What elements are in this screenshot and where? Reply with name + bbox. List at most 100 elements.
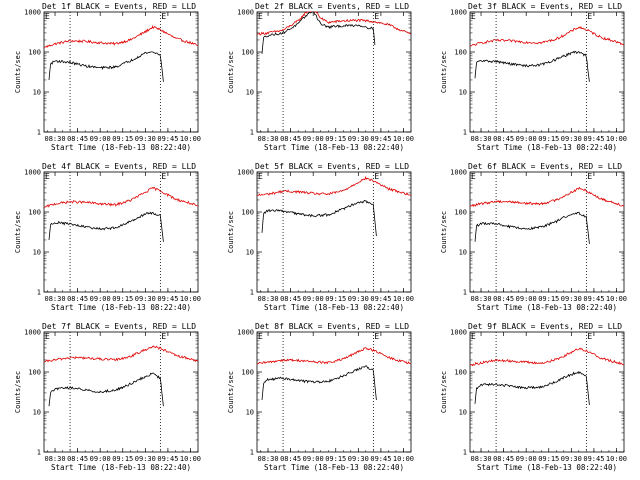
event-marker-label: E	[258, 172, 263, 181]
x-axis-label: Start Time (18-Feb-13 08:22:40)	[264, 303, 404, 312]
lightcurve-plot: Det 4f BLACK = Events, RED = LLD 1 10 100 10…	[14, 162, 201, 312]
x-tick-label: 09:30	[348, 135, 369, 143]
x-axis-label: Start Time (18-Feb-13 08:22:40)	[51, 463, 191, 472]
events-series-line	[474, 50, 590, 82]
events-series-line	[474, 370, 590, 406]
y-tick-label: 1000	[237, 329, 254, 337]
y-axis-label: Counts/sec	[440, 51, 448, 93]
x-tick-label: 10:00	[393, 295, 414, 303]
detector-panel-5: Det 5f BLACK = Events, RED = LLD 1 10 100 10…	[213, 160, 426, 320]
x-axis-label: Start Time (18-Feb-13 08:22:40)	[51, 303, 191, 312]
x-tick-label: 10:00	[606, 135, 627, 143]
y-tick-label: 100	[454, 49, 467, 57]
axis-frame	[43, 171, 199, 293]
axis-frame	[256, 331, 412, 453]
chart-title: Det 9f BLACK = Events, RED = LLD	[468, 322, 622, 331]
y-tick-label: 10	[246, 409, 254, 417]
y-axis-label: Counts/sec	[14, 51, 22, 93]
x-tick-label: 10:00	[606, 295, 627, 303]
x-tick-label: 09:45	[157, 455, 178, 463]
x-tick-label: 08:30	[257, 455, 278, 463]
axis-frame	[256, 11, 412, 133]
lld-series-line	[256, 11, 412, 36]
x-tick-label: 09:00	[303, 455, 324, 463]
axis-frame	[469, 331, 625, 453]
x-tick-label: 09:30	[348, 295, 369, 303]
y-tick-label: 10	[33, 249, 41, 257]
x-tick-label: 08:30	[470, 455, 491, 463]
y-tick-label: 100	[454, 209, 467, 217]
x-tick-label: 09:45	[157, 135, 178, 143]
chart-title: Det 6f BLACK = Events, RED = LLD	[468, 162, 622, 171]
axis-frame	[469, 11, 625, 133]
detector-panel-9: Det 9f BLACK = Events, RED = LLD 1 10 100 10…	[426, 320, 639, 480]
y-tick-label: 1	[250, 449, 254, 457]
x-tick-label: 09:15	[538, 455, 559, 463]
x-tick-label: 09:00	[303, 135, 324, 143]
lightcurve-plot: Det 7f BLACK = Events, RED = LLD 1 10 100 10…	[14, 322, 201, 472]
chart-title: Det 8f BLACK = Events, RED = LLD	[255, 322, 409, 331]
x-tick-label: 09:30	[135, 135, 156, 143]
events-series-line	[261, 199, 377, 237]
x-tick-label: 10:00	[393, 135, 414, 143]
x-axis-label: Start Time (18-Feb-13 08:22:40)	[264, 143, 404, 152]
x-tick-label: 08:30	[257, 295, 278, 303]
x-tick-label: 09:00	[90, 135, 111, 143]
lld-series-line	[469, 186, 625, 208]
y-tick-label: 100	[28, 369, 41, 377]
x-tick-label: 09:30	[135, 455, 156, 463]
x-tick-label: 09:45	[157, 295, 178, 303]
x-tick-label: 08:45	[67, 295, 88, 303]
x-tick-label: 09:45	[370, 295, 391, 303]
detector-panel-1: Det 1f BLACK = Events, RED = LLD 1 10 100 10…	[0, 0, 213, 160]
x-tick-label: 10:00	[606, 455, 627, 463]
event-marker-label: E	[374, 332, 379, 341]
x-tick-label: 10:00	[180, 295, 201, 303]
lld-series-line	[43, 25, 199, 48]
y-tick-label: 10	[246, 89, 254, 97]
y-axis-label: Counts/sec	[227, 371, 235, 413]
events-series-line	[48, 51, 164, 82]
y-tick-label: 1000	[24, 169, 41, 177]
lightcurve-plot: Det 2f BLACK = Events, RED = LLD 1 10 100 10…	[227, 2, 414, 152]
y-tick-label: 1	[463, 289, 467, 297]
chart-title: Det 2f BLACK = Events, RED = LLD	[255, 2, 409, 11]
axis-frame	[469, 171, 625, 293]
y-axis-label: Counts/sec	[227, 51, 235, 93]
y-tick-label: 10	[459, 89, 467, 97]
detector-panel-3: Det 3f BLACK = Events, RED = LLD 1 10 100 10…	[426, 0, 639, 160]
detector-panel-4: Det 4f BLACK = Events, RED = LLD 1 10 100 10…	[0, 160, 213, 320]
x-tick-label: 09:15	[325, 295, 346, 303]
y-axis-label: Counts/sec	[14, 211, 22, 253]
lightcurve-plot: Det 3f BLACK = Events, RED = LLD 1 10 100 10…	[440, 2, 627, 152]
y-tick-label: 1000	[450, 329, 467, 337]
event-marker-label: E	[45, 172, 50, 181]
x-tick-label: 09:15	[538, 135, 559, 143]
lightcurve-plot: Det 1f BLACK = Events, RED = LLD 1 10 100 10…	[14, 2, 201, 152]
lightcurve-plot: Det 5f BLACK = Events, RED = LLD 1 10 100 10…	[227, 162, 414, 312]
y-tick-label: 100	[28, 49, 41, 57]
x-tick-label: 10:00	[180, 455, 201, 463]
events-series-line	[48, 372, 164, 407]
y-axis-label: Counts/sec	[14, 371, 22, 413]
x-axis-label: Start Time (18-Feb-13 08:22:40)	[477, 143, 617, 152]
y-axis-label: Counts/sec	[440, 371, 448, 413]
x-tick-label: 09:00	[303, 295, 324, 303]
lightcurve-plot: Det 9f BLACK = Events, RED = LLD 1 10 100 10…	[440, 322, 627, 472]
y-tick-label: 100	[241, 49, 254, 57]
lld-series-line	[256, 176, 412, 196]
event-marker-label: E	[374, 12, 379, 21]
y-axis-label: Counts/sec	[440, 211, 448, 253]
y-axis-label: Counts/sec	[227, 211, 235, 253]
chart-title: Det 5f BLACK = Events, RED = LLD	[255, 162, 409, 171]
x-tick-label: 08:30	[470, 135, 491, 143]
event-marker-label: E	[161, 332, 166, 341]
x-tick-label: 08:45	[493, 135, 514, 143]
y-tick-label: 10	[459, 409, 467, 417]
axis-frame	[256, 171, 412, 293]
y-tick-label: 10	[246, 249, 254, 257]
y-tick-label: 100	[454, 369, 467, 377]
x-tick-label: 09:00	[90, 295, 111, 303]
y-tick-label: 10	[33, 89, 41, 97]
